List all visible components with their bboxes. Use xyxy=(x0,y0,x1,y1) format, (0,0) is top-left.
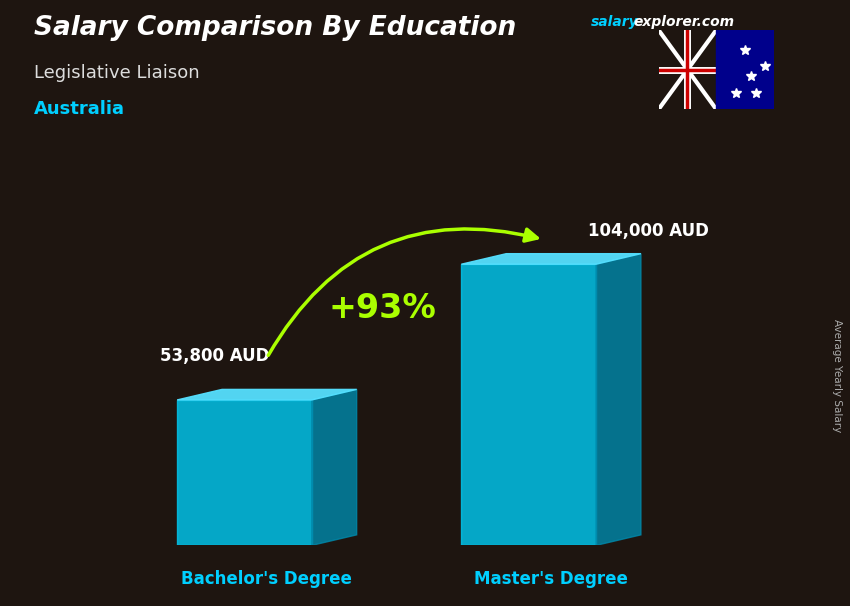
Polygon shape xyxy=(462,264,596,545)
Bar xyxy=(716,30,774,109)
Polygon shape xyxy=(177,400,312,545)
Polygon shape xyxy=(312,390,357,545)
FancyArrowPatch shape xyxy=(269,229,537,355)
Text: Salary Comparison By Education: Salary Comparison By Education xyxy=(34,15,516,41)
Polygon shape xyxy=(177,390,357,400)
Text: Legislative Liaison: Legislative Liaison xyxy=(34,64,200,82)
Text: Australia: Australia xyxy=(34,100,125,118)
Text: salary: salary xyxy=(591,15,638,29)
Text: +93%: +93% xyxy=(329,292,437,325)
Text: Average Yearly Salary: Average Yearly Salary xyxy=(832,319,842,432)
Polygon shape xyxy=(462,254,641,264)
Text: Master's Degree: Master's Degree xyxy=(474,570,628,588)
Text: 53,800 AUD: 53,800 AUD xyxy=(160,347,269,365)
Text: 104,000 AUD: 104,000 AUD xyxy=(588,222,709,239)
Polygon shape xyxy=(596,254,641,545)
Text: Bachelor's Degree: Bachelor's Degree xyxy=(181,570,353,588)
Text: explorer.com: explorer.com xyxy=(633,15,734,29)
